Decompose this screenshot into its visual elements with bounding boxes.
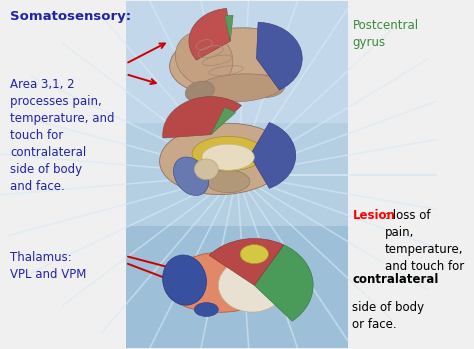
Wedge shape <box>225 15 233 41</box>
Text: Somatosensory:: Somatosensory: <box>10 10 131 23</box>
Ellipse shape <box>196 74 283 102</box>
Ellipse shape <box>185 81 214 102</box>
Wedge shape <box>163 97 242 138</box>
Wedge shape <box>189 8 230 60</box>
FancyBboxPatch shape <box>126 1 348 122</box>
Text: Lesion: Lesion <box>352 209 395 222</box>
Ellipse shape <box>202 144 254 170</box>
Wedge shape <box>254 245 313 321</box>
Ellipse shape <box>246 75 285 97</box>
Ellipse shape <box>219 259 286 312</box>
Ellipse shape <box>194 159 219 180</box>
Text: side of body
or face.: side of body or face. <box>352 301 425 331</box>
Wedge shape <box>256 22 302 90</box>
Text: Area 3,1, 2
processes pain,
temperature, and
touch for
contralateral
side of bod: Area 3,1, 2 processes pain, temperature,… <box>10 77 115 193</box>
Ellipse shape <box>192 136 264 171</box>
Wedge shape <box>211 107 236 135</box>
Text: contralateral: contralateral <box>352 273 439 286</box>
Ellipse shape <box>170 28 300 96</box>
Ellipse shape <box>240 245 268 263</box>
Ellipse shape <box>164 251 283 312</box>
Ellipse shape <box>175 31 233 86</box>
Text: : loss of
pain,
temperature,
and touch for: : loss of pain, temperature, and touch f… <box>385 209 465 273</box>
Wedge shape <box>250 122 296 188</box>
FancyBboxPatch shape <box>126 122 348 227</box>
Ellipse shape <box>160 123 288 194</box>
Text: Postcentral
gyrus: Postcentral gyrus <box>352 19 419 49</box>
Ellipse shape <box>206 170 250 193</box>
Ellipse shape <box>194 303 219 317</box>
Wedge shape <box>209 239 284 285</box>
FancyBboxPatch shape <box>126 227 348 348</box>
FancyBboxPatch shape <box>126 1 348 348</box>
Text: Thalamus:
VPL and VPM: Thalamus: VPL and VPM <box>10 251 86 281</box>
Ellipse shape <box>173 157 209 195</box>
Ellipse shape <box>163 255 206 305</box>
